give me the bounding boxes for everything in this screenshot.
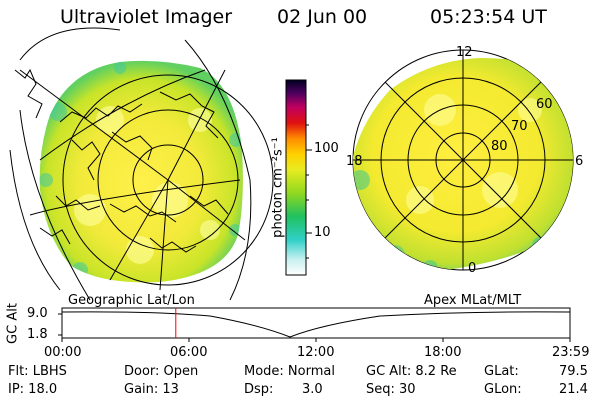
dsp-label: Dsp: [244,382,274,397]
coastlines [14,68,229,253]
glon-value: 21.4 [559,382,588,397]
emission-edge [39,62,243,278]
altitude-x-ticks [61,338,571,342]
altitude-xtick-0600: 06:00 [170,345,208,360]
observation-date: 02 Jun 00 [277,6,368,28]
glat-value: 79.5 [559,364,588,379]
mlt-label-18: 18 [346,154,363,169]
altitude-ytick-high: 9.0 [27,306,48,321]
mlat-label-60: 60 [536,97,553,112]
altitude-y-label: GC Alt [5,303,21,344]
altitude-curve [61,311,571,338]
observation-time: 05:23:54 UT [430,6,547,28]
apex-caption: Apex MLat/MLT [424,293,522,308]
geographic-map [9,27,274,301]
color-scale-bar [285,79,307,276]
colorbar-tick-10: 10 [314,225,331,240]
glat-label: GLat: [484,364,519,379]
altitude-ytick-low: 1.8 [27,327,48,342]
mlt-label-6: 6 [575,154,584,169]
altitude-xtick-2359: 23:59 [552,345,590,360]
mlat-label-70: 70 [511,119,528,134]
dsp-value: 3.0 [302,382,323,397]
altitude-xtick-1800: 18:00 [424,345,462,360]
mlt-label-12: 12 [456,45,473,60]
color-scale [285,79,312,276]
mlt-label-0: 0 [468,261,477,276]
colorbar-tick-100: 100 [314,141,339,156]
mlat-label-80: 80 [491,139,508,154]
filter-info: Flt: LBHS [8,364,67,379]
ip-info: IP: 18.0 [8,382,58,397]
mode-info: Mode: Normal [244,364,335,379]
mlat-mlt-grid [353,50,573,270]
altitude-xtick-1200: 12:00 [297,345,335,360]
seq-info: Seq: 30 [366,382,416,397]
instrument-title: Ultraviolet Imager [60,6,233,28]
apex-polar-plot [352,49,574,271]
gc-alt-info: GC Alt: 8.2 Re [366,364,457,379]
gain-info: Gain: 13 [124,382,179,397]
altitude-plot [58,307,571,342]
colorbar-unit-label: photon cm⁻²s⁻¹ [270,137,286,238]
altitude-xtick-0000: 00:00 [44,345,82,360]
door-info: Door: Open [124,364,199,379]
glon-label: GLon: [484,382,522,397]
geographic-caption: Geographic Lat/Lon [68,293,195,308]
